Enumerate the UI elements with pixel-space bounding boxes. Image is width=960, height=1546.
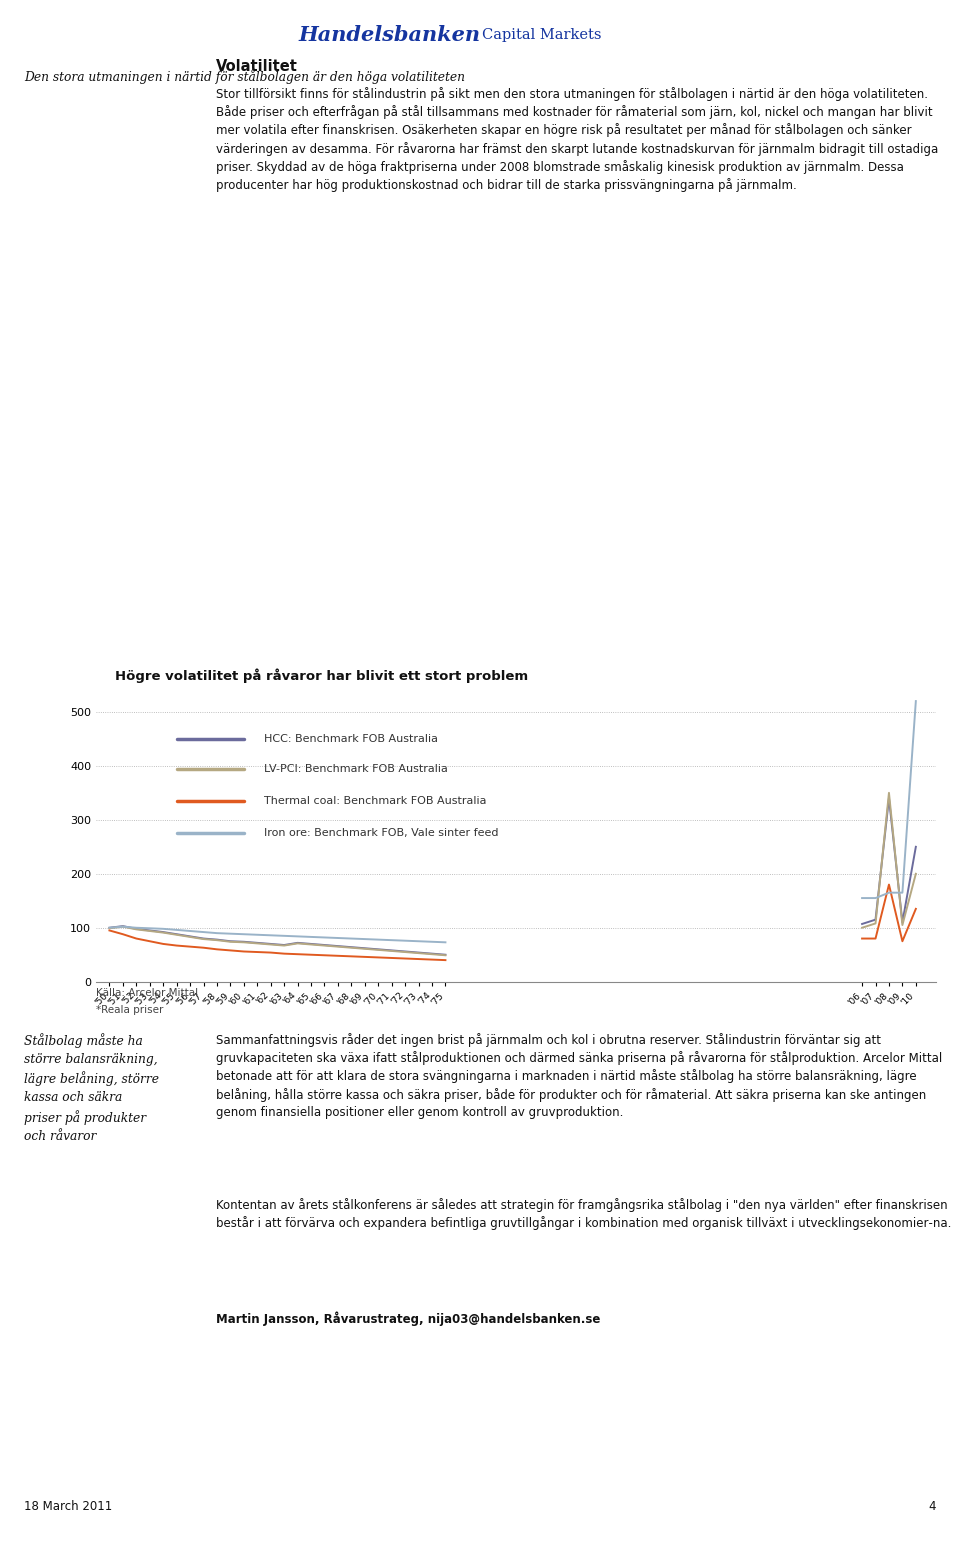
- Text: Martin Jansson, Råvarustrateg, nija03@handelsbanken.se: Martin Jansson, Råvarustrateg, nija03@ha…: [216, 1311, 600, 1325]
- Text: 4: 4: [928, 1500, 936, 1512]
- Text: Handelsbanken: Handelsbanken: [298, 25, 480, 45]
- Text: Högre volatilitet på råvaror har blivit ett stort problem: Högre volatilitet på råvaror har blivit …: [115, 669, 528, 683]
- Text: Thermal coal: Benchmark FOB Australia: Thermal coal: Benchmark FOB Australia: [264, 796, 487, 805]
- Text: Capital Markets: Capital Markets: [482, 28, 601, 42]
- Text: Kontentan av årets stålkonferens är således att strategin för framgångsrika stål: Kontentan av årets stålkonferens är såle…: [216, 1198, 951, 1231]
- Text: Sammanfattningsvis råder det ingen brist på järnmalm och kol i obrutna reserver.: Sammanfattningsvis råder det ingen brist…: [216, 1033, 943, 1119]
- Text: Den stora utmaningen i närtid för stålbolagen är den höga volatiliteten: Den stora utmaningen i närtid för stålbo…: [24, 70, 465, 85]
- Text: HCC: Benchmark FOB Australia: HCC: Benchmark FOB Australia: [264, 734, 438, 744]
- Text: Stålbolag måste ha
större balansräkning,
lägre belåning, större
kassa och säkra
: Stålbolag måste ha större balansräkning,…: [24, 1033, 159, 1142]
- Text: Iron ore: Benchmark FOB, Vale sinter feed: Iron ore: Benchmark FOB, Vale sinter fee…: [264, 829, 498, 838]
- Text: Källa: Arcelor Mittal: Källa: Arcelor Mittal: [96, 988, 198, 997]
- Text: *Reala priser: *Reala priser: [96, 1005, 163, 1014]
- Text: LV-PCI: Benchmark FOB Australia: LV-PCI: Benchmark FOB Australia: [264, 764, 448, 773]
- Text: 18 March 2011: 18 March 2011: [24, 1500, 112, 1512]
- Text: Stor tillförsikt finns för stålindustrin på sikt men den stora utmaningen för st: Stor tillförsikt finns för stålindustrin…: [216, 87, 938, 192]
- Text: Volatilitet: Volatilitet: [216, 59, 298, 74]
